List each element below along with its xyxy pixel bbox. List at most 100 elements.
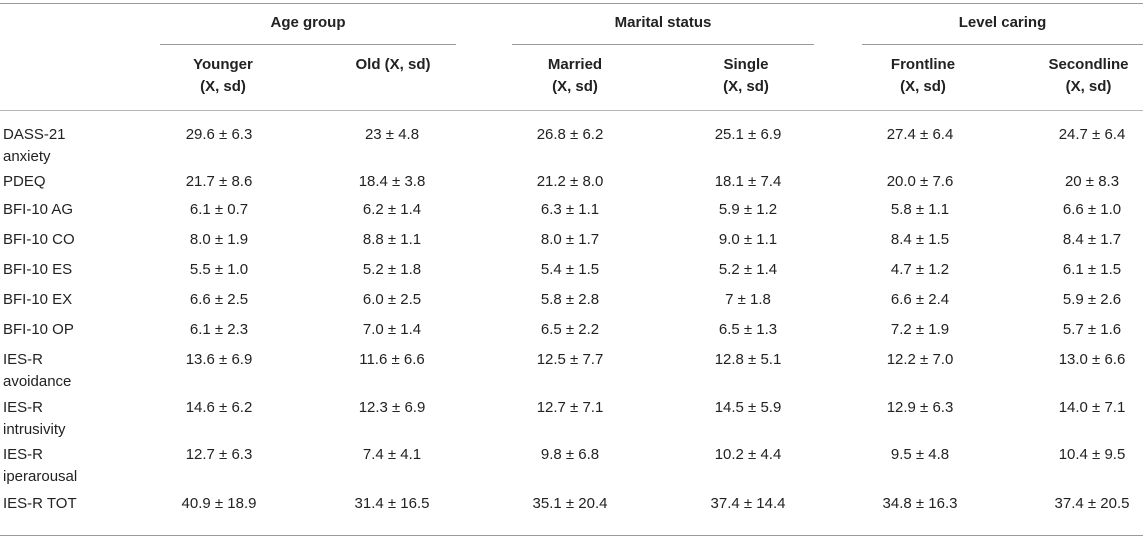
row-label-line: iperarousal bbox=[3, 468, 78, 485]
table-cell: 8.4 ± 1.7 bbox=[1062, 231, 1122, 248]
row-label-line: IES-R bbox=[3, 446, 44, 463]
col-header-old: Old (X, sd) bbox=[330, 54, 456, 76]
row-label: BFI-10 OP bbox=[3, 319, 103, 341]
row-label-line: avoidance bbox=[3, 373, 72, 390]
group-header-age: Age group bbox=[270, 14, 346, 31]
row-label-line: BFI-10 ES bbox=[3, 261, 73, 278]
col-header-line: Old (X, sd) bbox=[355, 56, 431, 73]
col-header-single: Single (X, sd) bbox=[682, 54, 810, 98]
col-header-younger: Younger (X, sd) bbox=[160, 54, 286, 98]
table-cell: 8.4 ± 1.5 bbox=[890, 231, 950, 248]
group-underline-age bbox=[160, 44, 456, 45]
table-cell: 34.8 ± 16.3 bbox=[882, 495, 958, 512]
row-label-line: BFI-10 CO bbox=[3, 231, 75, 248]
table-cell: 21.2 ± 8.0 bbox=[536, 173, 604, 190]
row-label-line: intrusivity bbox=[3, 421, 66, 438]
table-cell: 11.6 ± 6.6 bbox=[359, 351, 425, 368]
table-cell: 5.9 ± 1.2 bbox=[718, 201, 778, 218]
row-label: BFI-10 CO bbox=[3, 229, 103, 251]
table-cell: 7.2 ± 1.9 bbox=[890, 321, 950, 338]
row-label-line: BFI-10 OP bbox=[3, 321, 74, 338]
col-header-line: (X, sd) bbox=[723, 78, 769, 95]
row-label: PDEQ bbox=[3, 171, 103, 193]
table-cell: 40.9 ± 18.9 bbox=[181, 495, 257, 512]
row-label-line: IES-R bbox=[3, 399, 44, 416]
table-cell: 5.9 ± 2.6 bbox=[1062, 291, 1122, 308]
row-label: BFI-10 EX bbox=[3, 289, 103, 311]
col-header-line: (X, sd) bbox=[552, 78, 598, 95]
row-label: BFI-10 ES bbox=[3, 259, 103, 281]
table-cell: 13.6 ± 6.9 bbox=[185, 351, 253, 368]
table-cell: 20.0 ± 7.6 bbox=[886, 173, 954, 190]
group-header-marital: Marital status bbox=[614, 14, 712, 31]
table-cell: 6.6 ± 2.4 bbox=[890, 291, 950, 308]
table-cell: 5.2 ± 1.4 bbox=[718, 261, 778, 278]
table-cell: 12.5 ± 7.7 bbox=[536, 351, 604, 368]
row-label: IES-R TOT bbox=[3, 493, 103, 515]
table-cell: 12.3 ± 6.9 bbox=[358, 399, 426, 416]
table-cell: 37.4 ± 20.5 bbox=[1054, 495, 1130, 512]
table-cell: 6.1 ± 2.3 bbox=[189, 321, 249, 338]
table-cell: 24.7 ± 6.4 bbox=[1058, 126, 1126, 143]
col-header-line: (X, sd) bbox=[900, 78, 946, 95]
row-label: DASS-21 anxiety bbox=[3, 124, 103, 168]
col-header-frontline: Frontline (X, sd) bbox=[860, 54, 986, 98]
col-header-line: Single bbox=[723, 56, 769, 73]
table-cell: 5.7 ± 1.6 bbox=[1062, 321, 1122, 338]
table-cell: 6.0 ± 2.5 bbox=[362, 291, 422, 308]
table-cell: 21.7 ± 8.6 bbox=[185, 173, 253, 190]
table-cell: 12.2 ± 7.0 bbox=[886, 351, 954, 368]
row-label-line: PDEQ bbox=[3, 173, 46, 190]
table-cell: 10.4 ± 9.5 bbox=[1058, 446, 1126, 463]
table-cell: 18.1 ± 7.4 bbox=[714, 173, 782, 190]
table-cell: 12.9 ± 6.3 bbox=[886, 399, 954, 416]
table-cell: 31.4 ± 16.5 bbox=[354, 495, 430, 512]
header-rule bbox=[0, 110, 1143, 111]
col-header-line: Secondline bbox=[1048, 56, 1129, 73]
table-cell: 20 ± 8.3 bbox=[1064, 173, 1120, 190]
table-cell: 26.8 ± 6.2 bbox=[536, 126, 604, 143]
table-cell: 14.5 ± 5.9 bbox=[714, 399, 782, 416]
row-label: IES-R iperarousal bbox=[3, 444, 103, 488]
row-label-line: IES-R bbox=[3, 351, 44, 368]
table-cell: 37.4 ± 14.4 bbox=[710, 495, 786, 512]
table-cell: 27.4 ± 6.4 bbox=[886, 126, 954, 143]
table-cell: 25.1 ± 6.9 bbox=[714, 126, 782, 143]
table-cell: 6.6 ± 1.0 bbox=[1062, 201, 1122, 218]
table-cell: 7.4 ± 4.1 bbox=[362, 446, 422, 463]
table-cell: 9.0 ± 1.1 bbox=[718, 231, 778, 248]
row-label-line: BFI-10 EX bbox=[3, 291, 73, 308]
row-label: BFI-10 AG bbox=[3, 199, 103, 221]
row-label-line: BFI-10 AG bbox=[3, 201, 74, 218]
col-header-line: Younger bbox=[193, 56, 253, 73]
table-cell: 5.8 ± 2.8 bbox=[540, 291, 600, 308]
table-cell: 7 ± 1.8 bbox=[725, 291, 771, 308]
table-cell: 6.5 ± 2.2 bbox=[540, 321, 600, 338]
table-cell: 9.5 ± 4.8 bbox=[890, 446, 950, 463]
table-cell: 18.4 ± 3.8 bbox=[358, 173, 426, 190]
table-cell: 6.3 ± 1.1 bbox=[540, 201, 600, 218]
table-cell: 4.7 ± 1.2 bbox=[890, 261, 950, 278]
table-cell: 5.2 ± 1.8 bbox=[362, 261, 422, 278]
group-underline-level-caring bbox=[862, 44, 1143, 45]
col-header-line: Married bbox=[547, 56, 603, 73]
row-label-line: IES-R TOT bbox=[3, 495, 77, 512]
table-cell: 5.8 ± 1.1 bbox=[890, 201, 950, 218]
table-bottom-rule bbox=[0, 535, 1143, 536]
col-header-line: (X, sd) bbox=[1065, 78, 1112, 95]
table-cell: 9.8 ± 6.8 bbox=[540, 446, 600, 463]
table-cell: 29.6 ± 6.3 bbox=[185, 126, 253, 143]
table-cell: 7.0 ± 1.4 bbox=[362, 321, 422, 338]
row-label-line: anxiety bbox=[3, 148, 51, 165]
table-cell: 5.5 ± 1.0 bbox=[189, 261, 249, 278]
table-cell: 6.5 ± 1.3 bbox=[718, 321, 778, 338]
col-header-secondline: Secondline (X, sd) bbox=[1034, 54, 1143, 98]
table-cell: 12.7 ± 7.1 bbox=[536, 399, 604, 416]
col-header-line: Frontline bbox=[890, 56, 956, 73]
table-cell: 14.6 ± 6.2 bbox=[185, 399, 253, 416]
row-label: IES-R avoidance bbox=[3, 349, 103, 393]
table-cell: 10.2 ± 4.4 bbox=[714, 446, 782, 463]
table-cell: 5.4 ± 1.5 bbox=[540, 261, 600, 278]
table-top-rule bbox=[0, 3, 1143, 4]
